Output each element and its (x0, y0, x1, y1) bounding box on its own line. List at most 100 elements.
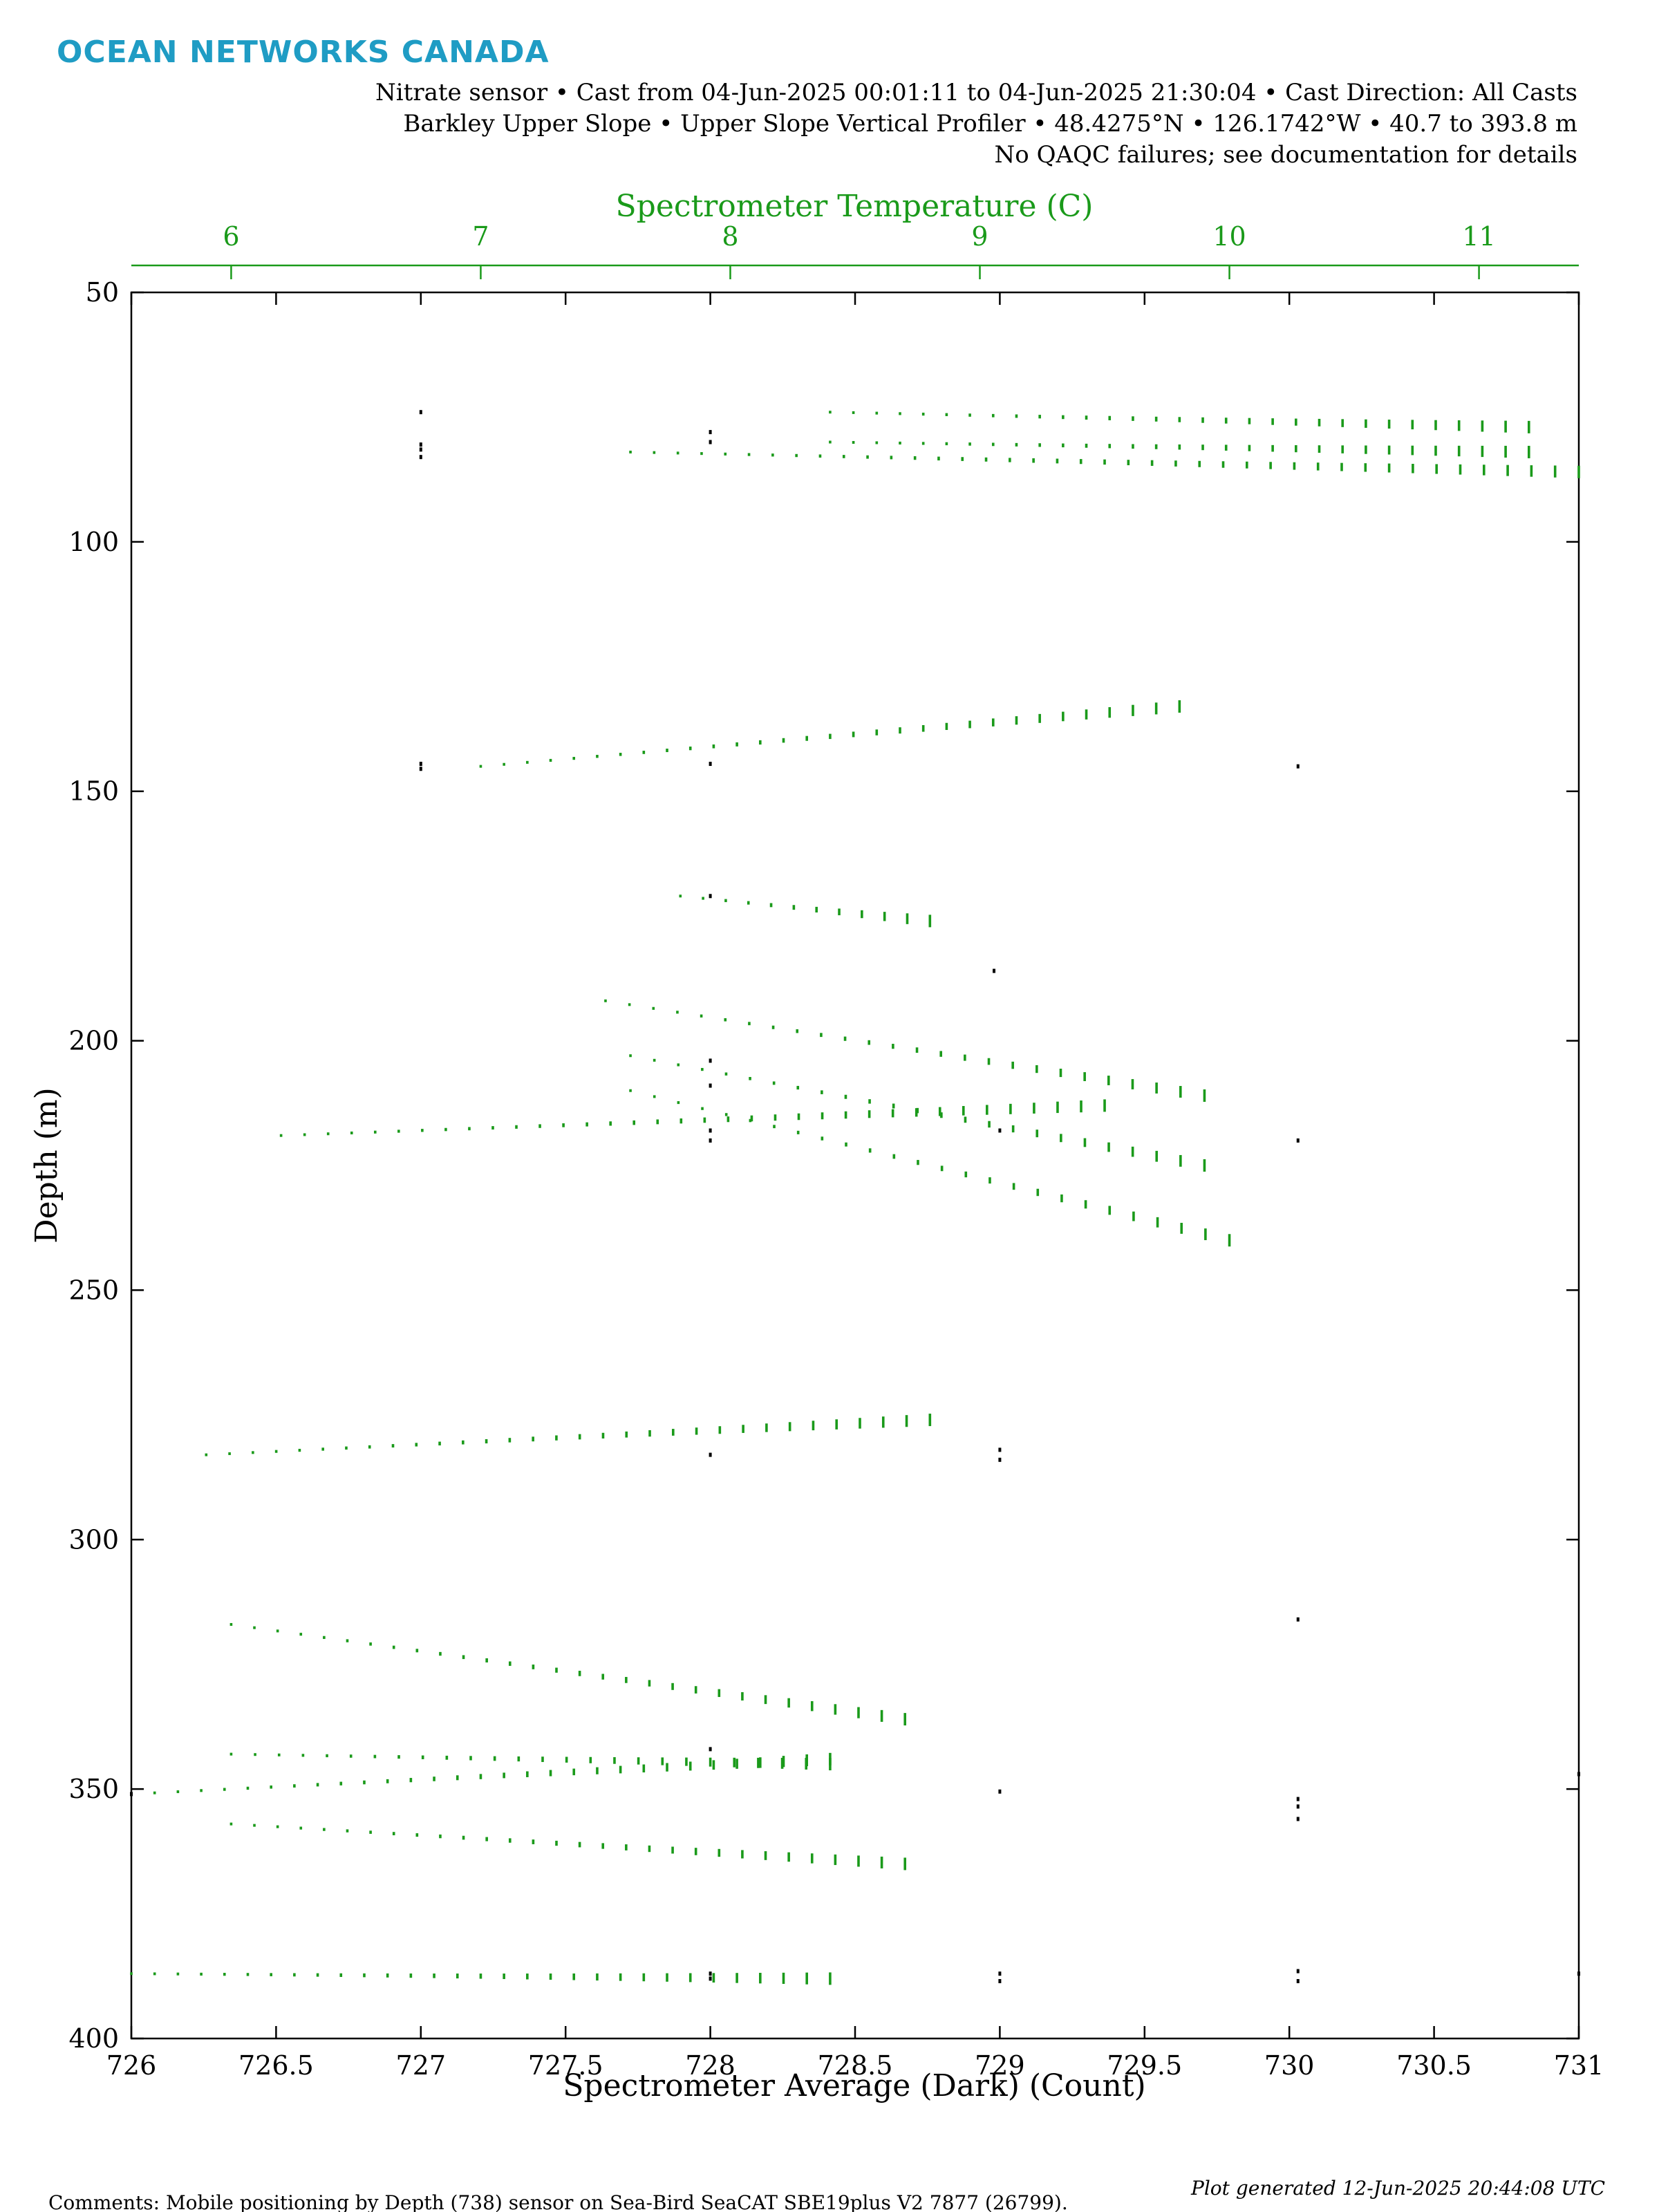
temperature-point (274, 1450, 278, 1453)
temperature-point (652, 1006, 655, 1010)
temperature-point (200, 1789, 203, 1792)
temperature-point (653, 1095, 656, 1098)
temperature-point (838, 908, 841, 916)
temperature-point (1228, 1234, 1231, 1247)
temperature-point (724, 899, 727, 903)
temperature-point (629, 450, 632, 453)
dark-count-point (998, 1971, 1002, 1976)
temperature-point (1435, 464, 1438, 474)
temperature-point (821, 1090, 823, 1094)
temperature-point (1011, 1125, 1015, 1133)
temperature-point (748, 1022, 751, 1026)
temperature-series (130, 411, 1580, 1985)
temperature-point (176, 1972, 180, 1976)
temperature-point (852, 440, 855, 444)
temperature-point (253, 1824, 256, 1827)
temperature-point (323, 1828, 326, 1831)
temperature-point (339, 1781, 343, 1785)
temperature-point (880, 1856, 883, 1868)
temperature-point (968, 720, 971, 729)
dark-count-point (1296, 764, 1300, 769)
dark-count-point (419, 767, 422, 771)
dark-count-point (1296, 1617, 1300, 1622)
temperature-point (1062, 711, 1065, 722)
x-tick-label: 731 (1554, 2050, 1604, 2081)
temperature-point (701, 1107, 704, 1110)
temperature-point (968, 413, 971, 417)
temperature-point (810, 1853, 814, 1864)
temperature-point (1108, 444, 1112, 449)
temperature-point (780, 1757, 784, 1769)
temperature-point (962, 1106, 965, 1116)
footer-comments: Comments: Mobile positioning by Depth (7… (48, 2191, 1068, 2212)
temperature-point (750, 1115, 753, 1122)
temperature-point (1107, 1142, 1110, 1152)
dark-count-point (1577, 1971, 1580, 1976)
temperature-point (629, 1054, 632, 1058)
temperature-point (1085, 443, 1088, 448)
temperature-point (462, 1655, 465, 1660)
temperature-point (1009, 458, 1011, 462)
temperature-point (702, 897, 704, 900)
temperature-point (1198, 460, 1201, 467)
temperature-point (986, 1105, 988, 1115)
temperature-point (937, 456, 940, 461)
temperature-point (991, 718, 995, 727)
temperature-point (653, 1058, 656, 1062)
dark-count-point (419, 455, 422, 460)
temperature-point (1293, 462, 1296, 470)
temperature-point (1127, 460, 1130, 466)
temperature-point (508, 1661, 512, 1666)
temperature-point (373, 1130, 377, 1134)
temperature-point (1434, 420, 1437, 431)
temperature-point (913, 456, 917, 460)
dark-count-point (709, 440, 712, 444)
dark-count-point (998, 1457, 1002, 1462)
temperature-point (1060, 1134, 1062, 1143)
temperature-point (747, 453, 751, 456)
temperature-point (1504, 420, 1507, 433)
temperature-point (153, 1972, 156, 1976)
left-axis-ticks: 50 100 150 200 250 300 350 400 (68, 277, 1579, 2054)
dark-count-point (998, 1447, 1002, 1452)
temperature-point (671, 1429, 675, 1436)
x-tick-label: 727 (396, 2050, 447, 2081)
temperature-point (759, 1757, 762, 1768)
dark-count-point (709, 1971, 712, 1976)
temperature-point (815, 906, 818, 913)
dark-count-point (709, 1452, 712, 1457)
footer-generated: Plot generated 12-Jun-2025 20:44:08 UTC (1190, 2177, 1605, 2200)
temperature-point (829, 733, 832, 740)
temperature-point (857, 1707, 860, 1718)
temperature-point (1316, 462, 1320, 471)
temperature-point (303, 1133, 306, 1136)
temperature-point (844, 1094, 847, 1099)
temperature-point (572, 1768, 576, 1776)
temperature-point (844, 1111, 847, 1119)
temperature-point (868, 1148, 872, 1153)
temperature-point (1295, 418, 1297, 426)
x-tick-label: 730 (1264, 2050, 1315, 2081)
temperature-point (735, 1759, 738, 1769)
temperature-point (1204, 1228, 1207, 1241)
temperature-point (316, 1973, 319, 1977)
temperature-point (1056, 1101, 1059, 1114)
temperature-point (915, 1047, 919, 1053)
temperature-point (812, 1421, 815, 1431)
temperature-point (1412, 464, 1414, 474)
dark-count-point (130, 1792, 133, 1797)
temperature-point (782, 738, 785, 743)
temperature-point (619, 1765, 622, 1774)
temperature-point (345, 1446, 348, 1450)
temperature-point (759, 740, 762, 745)
temperature-point (1434, 445, 1437, 456)
temperature-point (648, 1845, 651, 1853)
temperature-point (229, 1622, 233, 1626)
top-axis-label: Spectrometer Temperature (C) (616, 189, 1094, 224)
dark-count-point (709, 1976, 712, 1981)
temperature-point (1155, 1150, 1159, 1162)
temperature-point (1364, 463, 1367, 472)
temperature-point (298, 1448, 301, 1452)
temperature-point (1035, 1065, 1038, 1074)
temperature-point (859, 1418, 861, 1429)
